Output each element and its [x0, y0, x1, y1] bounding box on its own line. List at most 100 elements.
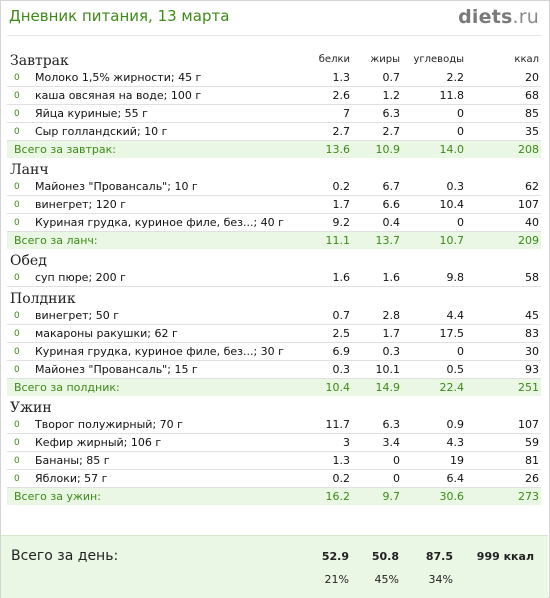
- food-row: 0 Майонез "Провансаль"; 15 г 0.3 10.1 0.…: [7, 360, 542, 379]
- carbs-value: 0.5: [400, 360, 465, 379]
- carbs-value: 4.3: [400, 433, 465, 452]
- fat-value: 0: [350, 451, 401, 470]
- row-index: 0: [7, 269, 35, 287]
- meal-header-breakfast: Завтрак белки жиры углеводы ккал: [7, 45, 541, 69]
- meal-title: Ланч: [10, 162, 49, 178]
- protein-value: 7: [312, 104, 351, 123]
- kcal-value: 85: [464, 104, 542, 123]
- food-name: Творог полужирный; 70 г: [35, 416, 313, 434]
- kcal-value: 59: [464, 433, 542, 452]
- food-name: Куриная грудка, куриное филе, без...; 40…: [35, 213, 313, 232]
- row-index: 0: [7, 69, 35, 87]
- carbs-value: 0: [400, 122, 465, 141]
- kcal-value: 93: [464, 360, 542, 379]
- day-carbs-percent: 34%: [428, 573, 453, 586]
- carbs-value: 0: [400, 104, 465, 123]
- food-name: Кефир жирный; 106 г: [35, 433, 313, 452]
- row-index: 0: [7, 86, 35, 105]
- row-index: 0: [7, 307, 35, 325]
- meal-title: Полдник: [10, 291, 76, 307]
- protein-value: 2.5: [312, 324, 351, 343]
- meal-total-row: Всего за ужин: 16.2 9.7 30.6 273: [7, 487, 542, 505]
- fat-value: 1.6: [350, 269, 401, 287]
- protein-value: 9.2: [312, 213, 351, 232]
- kcal-value: 107: [464, 195, 542, 214]
- food-name: Молоко 1,5% жирности; 45 г: [35, 69, 313, 87]
- column-header-protein: белки: [318, 54, 351, 65]
- protein-value: 1.3: [312, 451, 351, 470]
- total-protein: 10.4: [312, 378, 351, 396]
- row-index: 0: [7, 324, 35, 343]
- row-index: 0: [7, 122, 35, 141]
- total-carbs: 14.0: [400, 140, 465, 158]
- row-index: 0: [7, 104, 35, 123]
- column-header-carbs: углеводы: [413, 54, 465, 65]
- food-row: 0 Кефир жирный; 106 г 3 3.4 4.3 59: [7, 433, 542, 452]
- day-total-carbs: 87.5: [425, 550, 453, 563]
- protein-value: 0.2: [312, 469, 351, 488]
- row-index: 0: [7, 213, 35, 232]
- total-fat: 14.9: [350, 378, 401, 396]
- total-protein: 11.1: [312, 231, 351, 249]
- food-row: 0 Яблоки; 57 г 0.2 0 6.4 26: [7, 469, 542, 488]
- food-name: Куриная грудка, куриное филе, без...; 30…: [35, 342, 313, 361]
- meal-total-label: Всего за полдник:: [7, 378, 313, 396]
- fat-value: 0.7: [350, 69, 401, 87]
- total-kcal: 273: [464, 487, 542, 505]
- kcal-value: 30: [464, 342, 542, 361]
- kcal-value: 107: [464, 416, 542, 434]
- kcal-value: 40: [464, 213, 542, 232]
- fat-value: 10.1: [350, 360, 401, 379]
- food-name: Бананы; 85 г: [35, 451, 313, 470]
- carbs-value: 0: [400, 342, 465, 361]
- meal-header-lunch: Ланч: [7, 158, 541, 178]
- protein-value: 3: [312, 433, 351, 452]
- logo-main: diets: [458, 6, 513, 28]
- meal-header-supper: Ужин: [7, 396, 541, 416]
- kcal-value: 35: [464, 122, 542, 141]
- row-index: 0: [7, 342, 35, 361]
- fat-value: 0: [350, 469, 401, 488]
- food-name: Яйца куриные; 55 г: [35, 104, 313, 123]
- total-carbs: 30.6: [400, 487, 465, 505]
- total-kcal: 208: [464, 140, 542, 158]
- column-header-fat: жиры: [370, 54, 401, 65]
- protein-value: 1.3: [312, 69, 351, 87]
- food-name: Сыр голландский; 10 г: [35, 122, 313, 141]
- carbs-value: 11.8: [400, 86, 465, 105]
- food-row: 0 Творог полужирный; 70 г 11.7 6.3 0.9 1…: [7, 416, 542, 434]
- total-fat: 10.9: [350, 140, 401, 158]
- fat-value: 1.2: [350, 86, 401, 105]
- food-name: Майонез "Провансаль"; 10 г: [35, 178, 313, 196]
- meal-title: Завтрак: [10, 53, 69, 69]
- carbs-value: 10.4: [400, 195, 465, 214]
- diets-logo[interactable]: diets.ru: [458, 6, 539, 28]
- fat-value: 0.3: [350, 342, 401, 361]
- food-row: 0 Сыр голландский; 10 г 2.7 2.7 0 35: [7, 122, 542, 141]
- food-row: 0 Куриная грудка, куриное филе, без...; …: [7, 342, 542, 361]
- food-row: 0 винегрет; 50 г 0.7 2.8 4.4 45: [7, 307, 542, 325]
- total-kcal: 209: [464, 231, 542, 249]
- protein-value: 6.9: [312, 342, 351, 361]
- fat-value: 6.3: [350, 416, 401, 434]
- kcal-value: 83: [464, 324, 542, 343]
- protein-value: 11.7: [312, 416, 351, 434]
- page-title: Дневник питания, 13 марта: [9, 7, 230, 25]
- food-row: 0 Майонез "Провансаль"; 10 г 0.2 6.7 0.3…: [7, 178, 542, 196]
- kcal-value: 26: [464, 469, 542, 488]
- carbs-value: 0.3: [400, 178, 465, 196]
- kcal-value: 45: [464, 307, 542, 325]
- total-fat: 13.7: [350, 231, 401, 249]
- carbs-value: 9.8: [400, 269, 465, 287]
- food-name: винегрет; 120 г: [35, 195, 313, 214]
- total-fat: 9.7: [350, 487, 401, 505]
- meal-title: Обед: [10, 253, 47, 269]
- food-name: Яблоки; 57 г: [35, 469, 313, 488]
- food-row: 0 винегрет; 120 г 1.7 6.6 10.4 107: [7, 195, 542, 214]
- total-carbs: 22.4: [400, 378, 465, 396]
- fat-value: 1.7: [350, 324, 401, 343]
- fat-value: 6.7: [350, 178, 401, 196]
- food-name: макароны ракушки; 62 г: [35, 324, 313, 343]
- logo-suffix: .ru: [512, 6, 539, 28]
- food-name: винегрет; 50 г: [35, 307, 313, 325]
